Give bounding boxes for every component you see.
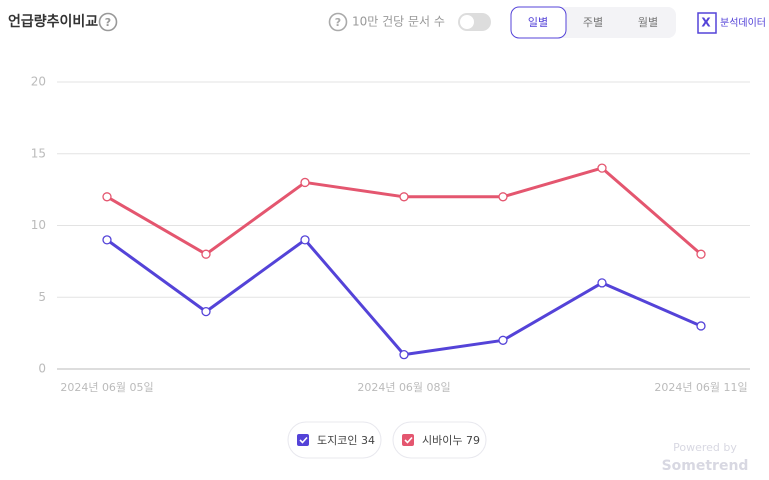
point[interactable] <box>300 177 310 188</box>
export-label[interactable]: 분석데이터 <box>720 17 766 29</box>
help-icon[interactable]: ? <box>328 12 348 32</box>
legend-text: 시바이누 79 <box>422 434 480 447</box>
tab[interactable]: 일별 <box>528 15 548 29</box>
export-icon[interactable]: X <box>697 12 717 34</box>
point[interactable] <box>399 349 409 360</box>
y-tick-label: 0 <box>38 362 46 376</box>
point[interactable] <box>399 192 409 202</box>
legend-pill <box>392 421 487 459</box>
legend-name: 도지코인 <box>317 434 357 447</box>
legend-checkbox <box>402 434 414 446</box>
point[interactable] <box>498 335 508 345</box>
check-mark <box>404 436 413 444</box>
point[interactable] <box>498 192 508 202</box>
y-tick-label: 20 <box>31 75 46 89</box>
legend-total: 79 <box>466 434 480 447</box>
point[interactable] <box>696 321 706 331</box>
x-tick-label: 2024년 06월 11일 <box>654 380 747 394</box>
help-icon[interactable]: ? <box>98 12 118 32</box>
toggle[interactable] <box>458 13 491 31</box>
point[interactable] <box>201 306 211 317</box>
point[interactable] <box>597 163 607 173</box>
toggle-label: 10만 건당 문서 수 <box>352 15 445 29</box>
point[interactable] <box>102 235 112 245</box>
tab-active <box>510 6 567 39</box>
point[interactable] <box>102 192 112 202</box>
x-tick-label: 2024년 06월 05일 <box>60 380 153 394</box>
legend-item[interactable]: 도지코인 34 <box>287 421 382 459</box>
brand: Sometrend <box>662 458 749 474</box>
svg-text:?: ? <box>335 16 341 29</box>
point[interactable] <box>696 249 706 259</box>
point[interactable] <box>300 235 310 245</box>
svg-text:?: ? <box>105 16 111 29</box>
y-tick-label: 5 <box>38 290 46 304</box>
legend-item[interactable]: 시바이누 79 <box>392 421 487 459</box>
point[interactable] <box>597 278 607 288</box>
legend-pill <box>287 421 382 459</box>
y-tick-label: 15 <box>31 146 46 160</box>
x-tick-label: 2024년 06월 08일 <box>357 380 450 394</box>
check-mark <box>299 436 308 444</box>
point[interactable] <box>201 249 211 259</box>
title: 언급량추이비교 <box>8 13 98 30</box>
powered-by: Powered by <box>673 441 737 454</box>
svg-text:X: X <box>701 16 711 30</box>
tab[interactable]: 주별 <box>583 16 603 29</box>
legend-text: 도지코인 34 <box>317 434 375 447</box>
legend-total: 34 <box>361 434 375 447</box>
y-tick-label: 10 <box>31 218 46 232</box>
series-line <box>106 166 702 256</box>
tab[interactable]: 월별 <box>638 16 658 29</box>
legend-checkbox <box>297 434 309 446</box>
legend-name: 시바이누 <box>422 434 462 447</box>
